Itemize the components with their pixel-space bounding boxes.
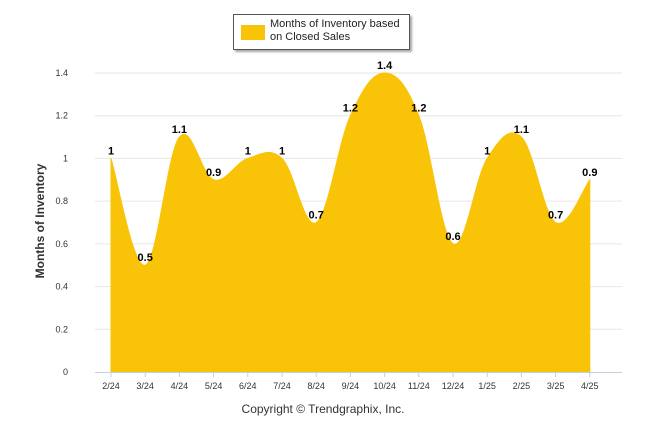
data-label: 0.5 <box>138 252 153 264</box>
data-label: 1.1 <box>172 124 187 136</box>
y-axis-title: Months of Inventory <box>33 163 47 279</box>
y-tick-label: 0.8 <box>55 196 68 206</box>
y-tick-label: 0.2 <box>55 324 68 334</box>
data-label: 1 <box>245 145 251 157</box>
x-tick-label: 6/24 <box>239 381 257 391</box>
y-tick-label: 1 <box>63 153 68 163</box>
data-label: 1 <box>108 145 114 157</box>
y-tick-label: 0 <box>63 367 68 377</box>
y-tick-label: 0.6 <box>55 239 68 249</box>
x-tick-label: 1/25 <box>478 381 496 391</box>
y-tick-label: 1.4 <box>55 68 68 78</box>
legend-swatch <box>241 25 265 40</box>
legend-label: Months of Inventory based on Closed Sale… <box>270 18 400 43</box>
data-labels: 1 0.5 1.1 0.9 1 1 0.7 1.2 1.4 1.2 0.6 1 1.1 0.7 0.9 <box>108 60 598 264</box>
y-tick-label: 0.4 <box>55 282 68 292</box>
legend[interactable]: Months of Inventory based on Closed Sale… <box>233 14 410 50</box>
data-label: 1.1 <box>514 124 529 136</box>
data-label: 1 <box>279 145 285 157</box>
x-tick-label: 4/24 <box>171 381 189 391</box>
x-tick-label: 11/24 <box>408 381 430 391</box>
data-label: 1.2 <box>343 103 358 115</box>
y-tick-label: 1.2 <box>55 111 68 121</box>
x-tick-label: 2/24 <box>102 381 120 391</box>
x-tick-label: 3/24 <box>136 381 154 391</box>
x-tick-label: 7/24 <box>273 381 291 391</box>
x-tick-label: 3/25 <box>547 381 565 391</box>
data-label: 0.7 <box>548 210 563 222</box>
data-label: 1 <box>484 145 490 157</box>
copyright-text: Copyright © Trendgraphix, Inc. <box>241 402 405 416</box>
x-tick-label: 12/24 <box>442 381 465 391</box>
data-label: 1.4 <box>377 60 393 72</box>
x-tick-label: 8/24 <box>307 381 325 391</box>
x-tick-label: 4/25 <box>581 381 599 391</box>
data-label: 0.9 <box>582 167 597 179</box>
x-tick-label: 10/24 <box>373 381 396 391</box>
x-tick-label: 2/25 <box>513 381 531 391</box>
x-tick-label: 5/24 <box>205 381 223 391</box>
area-series <box>110 72 591 373</box>
data-label: 1.2 <box>411 103 426 115</box>
data-label: 0.6 <box>445 231 460 243</box>
y-tick-labels: 0 0.2 0.4 0.6 0.8 1 1.2 1.4 <box>55 68 68 377</box>
data-label: 0.7 <box>309 210 324 222</box>
x-tick-label: 9/24 <box>342 381 360 391</box>
x-tick-labels: 2/24 3/24 4/24 5/24 6/24 7/24 8/24 9/24 10/24 11/… <box>102 372 599 391</box>
data-label: 0.9 <box>206 167 221 179</box>
